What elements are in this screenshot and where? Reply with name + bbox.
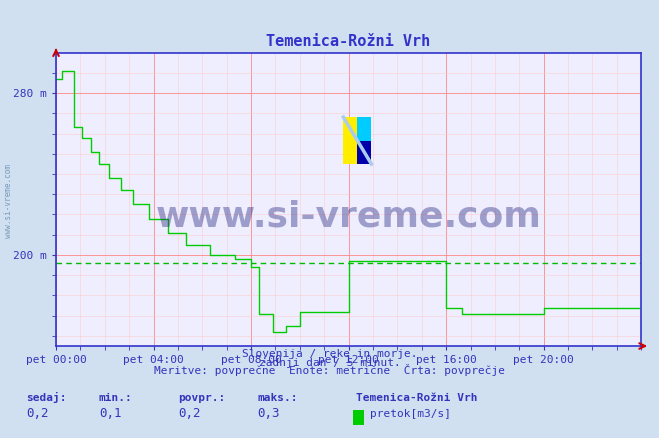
Text: 0,2: 0,2 bbox=[26, 407, 49, 420]
Title: Temenica-Rožni Vrh: Temenica-Rožni Vrh bbox=[266, 34, 431, 49]
Text: povpr.:: povpr.: bbox=[178, 393, 225, 403]
Bar bbox=[357, 117, 372, 141]
Text: pretok[m3/s]: pretok[m3/s] bbox=[370, 409, 451, 419]
Text: maks.:: maks.: bbox=[257, 393, 297, 403]
Text: min.:: min.: bbox=[99, 393, 132, 403]
Text: 0,2: 0,2 bbox=[178, 407, 200, 420]
Text: Meritve: povprečne  Enote: metrične  Črta: povprečje: Meritve: povprečne Enote: metrične Črta:… bbox=[154, 364, 505, 377]
Text: www.si-vreme.com: www.si-vreme.com bbox=[156, 200, 542, 234]
Text: 0,1: 0,1 bbox=[99, 407, 121, 420]
Text: 0,3: 0,3 bbox=[257, 407, 279, 420]
Bar bbox=[357, 141, 372, 164]
Text: Temenica-Rožni Vrh: Temenica-Rožni Vrh bbox=[356, 393, 477, 403]
Text: zadnji dan / 5 minut.: zadnji dan / 5 minut. bbox=[258, 358, 401, 368]
Text: www.si-vreme.com: www.si-vreme.com bbox=[4, 165, 13, 238]
Text: Slovenija / reke in morje.: Slovenija / reke in morje. bbox=[242, 349, 417, 359]
Text: sedaj:: sedaj: bbox=[26, 392, 67, 403]
Bar bbox=[343, 117, 357, 164]
